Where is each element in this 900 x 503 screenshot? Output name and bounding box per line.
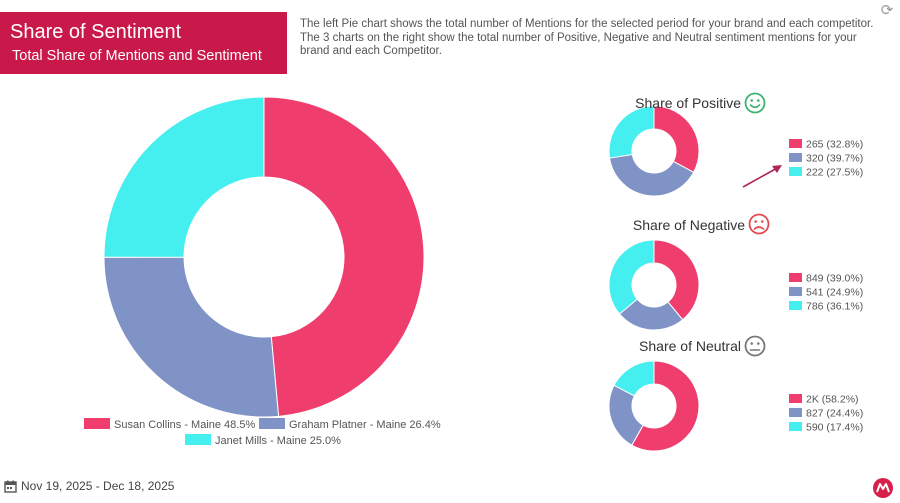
happy-slice-mills[interactable]	[608, 105, 655, 159]
sad-legend-label-collins: 849 (39.0%)	[806, 273, 863, 285]
sad-slice-mills[interactable]	[608, 239, 655, 315]
title-banner: Share of Sentiment Total Share of Mentio…	[0, 12, 287, 74]
neutral-legend-swatch-platner	[789, 408, 802, 417]
happy-legend-label-platner: 320 (39.7%)	[806, 153, 863, 165]
sad-donut-chart: Share of Negative 849 (39.0%) 541 (24.9%) 7…	[608, 213, 863, 331]
mentions-slice-platner[interactable]	[103, 256, 280, 418]
description-line-1: The left Pie chart shows the total numbe…	[300, 18, 874, 30]
neutral-slice-mills[interactable]	[613, 360, 655, 397]
mentions-legend-label-collins: Susan Collins - Maine 48.5%	[114, 419, 255, 431]
date-range-text: Nov 19, 2025 - Dec 18, 2025	[21, 479, 175, 493]
mentions-legend-swatch-mills	[185, 434, 211, 445]
neutral-donut-chart: Share of Neutral 2K (58.2%) 827 (24.4%) 590…	[608, 335, 863, 452]
page-subtitle: Total Share of Mentions and Sentiment	[12, 48, 262, 64]
happy-donut-chart: Share of Positive 265 (32.8%) 320 (39.7%) 2…	[608, 92, 863, 197]
neutral-slice-collins[interactable]	[631, 360, 700, 452]
happy-chart-title: Share of Positive	[635, 95, 741, 111]
sad-legend-label-mills: 786 (36.1%)	[806, 301, 863, 313]
neutral-face-icon	[744, 335, 766, 357]
brand-logo	[873, 478, 893, 498]
happy-legend-item-collins[interactable]: 265 (32.8%)	[789, 139, 863, 151]
annotation-arrow	[742, 165, 782, 188]
neutral-legend-label-collins: 2K (58.2%)	[806, 394, 859, 406]
calendar-icon	[4, 480, 17, 493]
sad-legend-swatch-platner	[789, 287, 802, 296]
happy-slice-collins[interactable]	[653, 105, 700, 173]
happy-legend-item-platner[interactable]: 320 (39.7%)	[789, 153, 863, 165]
happy-legend-swatch-collins	[789, 139, 802, 148]
happy-legend-swatch-platner	[789, 153, 802, 162]
date-range[interactable]: Nov 19, 2025 - Dec 18, 2025	[4, 479, 174, 493]
sad-face-icon	[748, 213, 770, 235]
neutral-legend-swatch-mills	[789, 422, 802, 431]
neutral-legend-item-platner[interactable]: 827 (24.4%)	[789, 408, 863, 420]
neutral-chart-title: Share of Neutral	[639, 338, 741, 354]
mentions-legend-label-platner: Graham Platner - Maine 26.4%	[289, 419, 441, 431]
description-line-2: The 3 charts on the right show the total…	[300, 31, 857, 58]
sad-legend-swatch-mills	[789, 301, 802, 310]
mentions-slice-collins[interactable]	[263, 96, 425, 417]
happy-slice-platner[interactable]	[608, 153, 695, 197]
neutral-legend-label-platner: 827 (24.4%)	[806, 408, 863, 420]
sad-legend-item-mills[interactable]: 786 (36.1%)	[789, 301, 863, 313]
mentions-legend-item-collins[interactable]: Susan Collins - Maine 48.5%	[84, 418, 255, 431]
happy-face-icon	[744, 92, 766, 114]
mentions-legend-item-platner[interactable]: Graham Platner - Maine 26.4%	[259, 418, 441, 431]
happy-legend-label-mills: 222 (27.5%)	[806, 167, 863, 179]
neutral-legend-item-collins[interactable]: 2K (58.2%)	[789, 394, 859, 406]
description: The left Pie chart shows the total numbe…	[300, 18, 885, 59]
neutral-legend-item-mills[interactable]: 590 (17.4%)	[789, 422, 863, 434]
sad-legend-item-collins[interactable]: 849 (39.0%)	[789, 273, 863, 285]
sad-slice-collins[interactable]	[653, 239, 700, 321]
mentions-legend-item-mills[interactable]: Janet Mills - Maine 25.0%	[185, 434, 341, 447]
mentions-legend-swatch-platner	[259, 418, 285, 429]
neutral-legend-swatch-collins	[789, 394, 802, 403]
mentions-donut-chart	[103, 96, 425, 418]
sad-legend-swatch-collins	[789, 273, 802, 282]
mentions-slice-mills[interactable]	[103, 96, 265, 258]
mentions-legend-swatch-collins	[84, 418, 110, 429]
sad-chart-title: Share of Negative	[633, 217, 745, 233]
refresh-icon[interactable]: ⟳	[880, 2, 894, 19]
neutral-legend-label-mills: 590 (17.4%)	[806, 422, 863, 434]
mentions-legend-label-mills: Janet Mills - Maine 25.0%	[215, 435, 341, 447]
sad-legend-label-platner: 541 (24.9%)	[806, 287, 863, 299]
happy-legend-item-mills[interactable]: 222 (27.5%)	[789, 167, 863, 179]
happy-legend-label-collins: 265 (32.8%)	[806, 139, 863, 151]
happy-legend-swatch-mills	[789, 167, 802, 176]
sad-legend-item-platner[interactable]: 541 (24.9%)	[789, 287, 863, 299]
page-title: Share of Sentiment	[10, 21, 182, 43]
